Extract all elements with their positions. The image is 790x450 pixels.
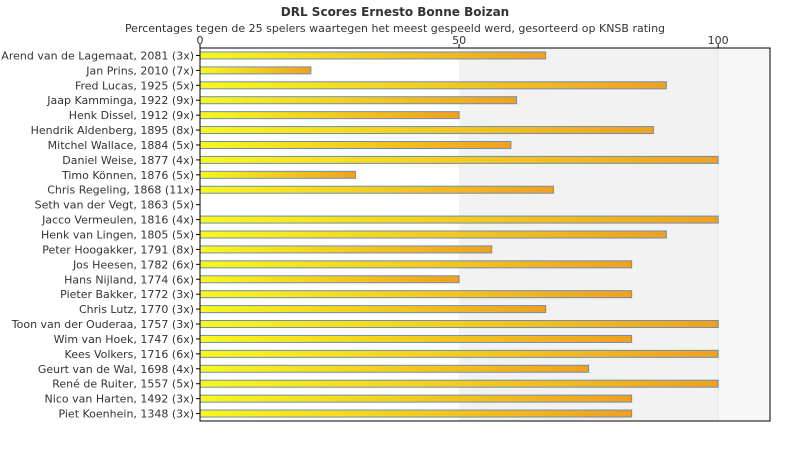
category-label: Hans Nijland, 1774 (6x) [64,273,194,286]
bar [199,51,547,60]
category-label: Jan Prins, 2010 (7x) [85,64,194,77]
category-label: Hendrik Aldenberg, 1895 (8x) [31,124,194,137]
category-label: Jaap Kamminga, 1922 (9x) [46,94,194,107]
category-label: Henk Dissel, 1912 (9x) [69,109,194,122]
category-label: Daniel Weise, 1877 (4x) [62,154,194,167]
category-label: Jacco Vermeulen, 1816 (4x) [41,214,194,227]
bar [199,111,460,120]
category-label: Seth van der Vegt, 1863 (5x) [35,199,194,212]
bar [199,215,719,224]
category-label: René de Ruiter, 1557 (5x) [52,378,194,391]
bar [199,155,719,164]
category-label: Toon van der Ouderaa, 1757 (3x) [11,318,194,331]
band-100-plus [718,48,770,421]
bar [199,275,460,284]
bar [199,364,590,373]
category-label: Chris Lutz, 1770 (3x) [79,303,194,316]
category-label: Piet Koenhein, 1348 (3x) [58,408,194,421]
bar [199,185,554,194]
category-label: Timo Können, 1876 (5x) [61,169,194,182]
category-label: Nico van Harten, 1492 (3x) [45,393,194,406]
bar [199,349,719,358]
bar [199,320,719,329]
category-label: Arend van de Lagemaat, 2081 (3x) [1,49,194,62]
category-label: Chris Regeling, 1868 (11x) [47,184,194,197]
category-label: Fred Lucas, 1925 (5x) [75,79,194,92]
bar [199,305,547,314]
category-label: Kees Volkers, 1716 (6x) [65,348,194,361]
category-label: Mitchel Wallace, 1884 (5x) [48,139,194,152]
bar [199,230,667,239]
bar [199,379,719,388]
x-tick-label: 50 [452,34,466,47]
bar [199,140,512,149]
bars [199,51,719,418]
bar [199,245,493,254]
bar [199,290,633,299]
category-label: Pieter Bakker, 1772 (3x) [60,288,194,301]
x-tick-label: 100 [708,34,729,47]
chart-subtitle: Percentages tegen de 25 spelers waartege… [125,22,665,35]
bar [199,96,518,105]
x-tick-label: 0 [197,34,204,47]
bar [199,394,633,403]
bar [199,334,633,343]
bar [199,260,633,269]
category-label: Wim van Hoek, 1747 (6x) [54,333,194,346]
bar [199,81,667,90]
x-axis-ticks: 0 50 100 [197,34,729,48]
plot-frame [199,47,771,422]
chart-title: DRL Scores Ernesto Bonne Boizan [281,5,509,19]
bar [199,170,356,179]
bar [199,126,654,135]
category-labels: Arend van de Lagemaat, 2081 (3x) Jan Prin… [1,49,200,421]
category-label: Peter Hoogakker, 1791 (8x) [42,243,194,256]
bar [199,409,633,418]
category-label: Henk van Lingen, 1805 (5x) [41,229,194,242]
category-label: Geurt van de Wal, 1698 (4x) [38,363,194,376]
bar [199,66,312,75]
category-label: Jos Heesen, 1782 (6x) [72,258,194,271]
